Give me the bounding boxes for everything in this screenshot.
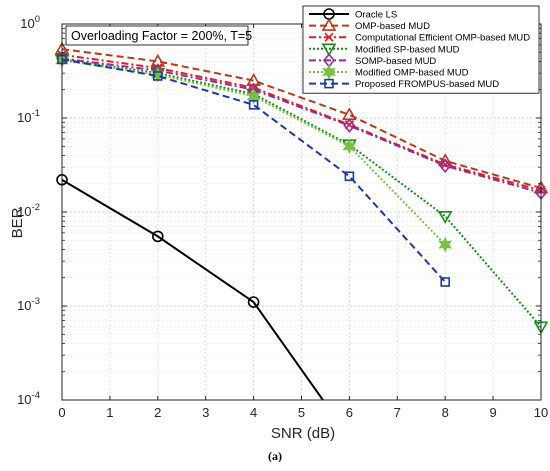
- legend-marker: [321, 17, 337, 31]
- data-point: [344, 171, 355, 182]
- legend-label: Modified OMP-based MUD: [355, 68, 469, 79]
- series-line: [62, 59, 446, 246]
- y-tick-label: 10-3: [17, 296, 40, 313]
- data-point: [342, 138, 357, 155]
- figure-caption: (a): [268, 449, 282, 463]
- data-point: [440, 277, 451, 287]
- x-tick-label: 4: [250, 405, 257, 420]
- series-line: [62, 53, 541, 192]
- x-tick-label: 8: [442, 405, 449, 420]
- data-point: [153, 71, 163, 81]
- legend-label: Modified SP-based MUD: [355, 44, 460, 55]
- annotation-text: Overloading Factor = 200%, T=5: [71, 29, 252, 43]
- series-line: [62, 57, 541, 194]
- legend-label: Computational Efficient OMP-based MUD: [355, 33, 530, 44]
- legend-entry: Proposed FROMPUS-based MUD: [309, 78, 499, 90]
- data-point: [150, 53, 166, 67]
- series-layer: [54, 41, 549, 400]
- legend-entry: SOMP-based MUD: [309, 53, 436, 68]
- data-point: [248, 100, 259, 110]
- y-tick-label: 10-4: [17, 390, 40, 407]
- annotation-box: Overloading Factor = 200%, T=5: [65, 25, 252, 46]
- y-tick-label: 100: [20, 14, 40, 31]
- legend-marker: [321, 43, 337, 57]
- x-tick-label: 5: [298, 405, 305, 420]
- x-tick-label: 1: [106, 405, 113, 420]
- series-line: [62, 48, 541, 189]
- legend-entry: Modified OMP-based MUD: [309, 64, 469, 80]
- data-point: [437, 211, 453, 224]
- data-point: [343, 118, 356, 133]
- series-line: [62, 58, 446, 283]
- series-line: [62, 58, 541, 328]
- data-point: [152, 230, 164, 243]
- legend-entry: OMP-based MUD: [309, 17, 430, 32]
- x-tick-label: 10: [534, 405, 548, 420]
- series-line: [62, 178, 325, 400]
- legend-marker: [324, 78, 334, 89]
- series-0: [56, 174, 325, 400]
- legend-label: Oracle LS: [355, 10, 397, 21]
- legend-label: OMP-based MUD: [355, 21, 430, 32]
- x-tick-label: 3: [202, 405, 209, 420]
- x-tick-label: 7: [394, 405, 401, 420]
- x-tick-label: 9: [489, 405, 496, 420]
- data-point: [438, 236, 453, 253]
- x-tick-label: 2: [154, 405, 161, 420]
- data-point: [246, 88, 261, 105]
- data-point: [246, 72, 261, 86]
- legend-entry: Modified SP-based MUD: [309, 43, 460, 57]
- y-axis-label: BER: [9, 207, 26, 238]
- y-tick-label: 10-1: [17, 108, 40, 125]
- legend-label: SOMP-based MUD: [355, 56, 436, 67]
- legend-entry: Computational Efficient OMP-based MUD: [309, 32, 530, 44]
- legend-label: Proposed FROMPUS-based MUD: [355, 79, 499, 90]
- legend-marker: [322, 64, 336, 80]
- x-tick-label: 0: [58, 405, 65, 420]
- legend-marker: [324, 32, 334, 42]
- data-point: [247, 296, 260, 308]
- x-tick-label: 6: [346, 405, 353, 420]
- data-point: [439, 158, 452, 174]
- x-axis-label: SNR (dB): [271, 425, 335, 442]
